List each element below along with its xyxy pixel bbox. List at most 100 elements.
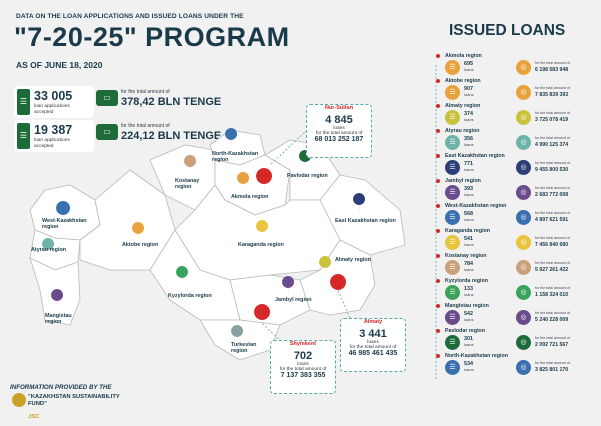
row-amount: 7 835 839 393 xyxy=(535,92,569,98)
callout-amount-label: for the total amount of xyxy=(349,345,397,350)
callout-amount-label: for the total amount of xyxy=(315,131,363,136)
bullet-dot xyxy=(436,354,440,358)
row-amount-label: for the total amount of xyxy=(535,161,570,165)
row-amount-label: for the total amount of xyxy=(535,336,570,340)
money-icon: ▭ xyxy=(96,90,118,106)
row-loans-unit: loans xyxy=(464,167,474,172)
issued-loans-row: Aktobe region ☰ 907 loans ◎ for the total amo… xyxy=(436,78,586,102)
row-amount-label: for the total amount of xyxy=(535,111,570,115)
coins-icon: ◎ xyxy=(516,285,531,300)
row-region-name: Kyzylorda region xyxy=(445,278,488,284)
callout-amount: 46 985 461 435 xyxy=(348,350,398,357)
region-label-karaganda: Karaganda region xyxy=(238,242,284,248)
map-pin-icon xyxy=(51,289,64,310)
row-amount-label: for the total amount of xyxy=(535,61,570,65)
document-icon: ☰ xyxy=(445,60,460,75)
bullet-dot xyxy=(436,54,440,58)
footer-info: INFORMATION PROVIDED BY THE xyxy=(10,384,112,391)
issued-label: loan applications accepted xyxy=(34,138,70,149)
map-pin-icon xyxy=(176,266,189,287)
region-label-west-kazakhstan: West-Kazakhstan region xyxy=(42,218,87,230)
row-loans-count: 393 xyxy=(464,186,473,192)
row-region-name: Mangistau region xyxy=(445,303,489,309)
map-pin-icon xyxy=(132,222,145,243)
row-loans-unit: loans xyxy=(464,142,474,147)
row-amount: 2 092 721 567 xyxy=(535,342,569,348)
row-loans-count: 541 xyxy=(464,236,473,242)
coins-icon: ◎ xyxy=(516,310,531,325)
callout-number: 702 xyxy=(293,350,313,362)
row-amount-label: for the total amount of xyxy=(535,236,570,240)
issued-amount: 224,12 BLN TENGE xyxy=(121,130,222,142)
row-loans-unit: loans xyxy=(464,342,474,347)
bullet-dot xyxy=(436,279,440,283)
region-label-atyrau: Atyrau region xyxy=(31,247,67,253)
row-amount-label: for the total amount of xyxy=(535,286,570,290)
region-label-almaty: Almaty region xyxy=(335,257,371,263)
region-label-north-kazakhstan: North-Kazakhstan region xyxy=(212,151,259,163)
row-amount: 3 825 801 170 xyxy=(535,367,569,373)
callout-amount: 7 137 383 355 xyxy=(280,372,326,379)
region-label-jambyl: Jambyl region xyxy=(275,297,312,303)
callout-nur-sultan: Nur-Sultan 4 845 loans for the total amo… xyxy=(306,104,372,158)
region-label-turkestan: Turkestan region xyxy=(231,342,257,354)
money-icon: ▭ xyxy=(96,124,118,140)
callout-amount-label: for the total amount of xyxy=(279,367,327,372)
issued-loans-row: Karaganda region ☰ 541 loans ◎ for the total … xyxy=(436,228,586,252)
map-pin-icon xyxy=(42,238,55,259)
row-amount-label: for the total amount of xyxy=(535,361,570,365)
region-label-akmola: Akmola region xyxy=(231,194,269,200)
region-label-mangistau: Mangistau region xyxy=(45,313,72,325)
issued-loans-row: North-Kazakhstan region ☰ 534 loans ◎ for the… xyxy=(436,353,586,377)
row-amount: 5 240 228 009 xyxy=(535,317,569,323)
row-amount-label: for the total amount of xyxy=(535,186,570,190)
row-loans-count: 301 xyxy=(464,336,473,342)
row-loans-count: 534 xyxy=(464,361,473,367)
row-loans-unit: loans xyxy=(464,92,474,97)
document-icon: ☰ xyxy=(445,260,460,275)
map-pin-icon xyxy=(256,168,273,196)
row-loans-count: 695 xyxy=(464,61,473,67)
row-loans-unit: loans xyxy=(464,292,474,297)
row-loans-unit: loans xyxy=(464,217,474,222)
document-icon: ☰ xyxy=(445,360,460,375)
region-shape-aktobe xyxy=(79,169,176,271)
coins-icon: ◎ xyxy=(516,335,531,350)
row-loans-count: 542 xyxy=(464,311,473,317)
document-icon: ☰ xyxy=(445,110,460,125)
callout-number: 4 845 xyxy=(325,114,353,126)
row-loans-count: 784 xyxy=(464,261,473,267)
issued-loans-row: Akmola region ☰ 695 loans ◎ for the total amo… xyxy=(436,53,586,77)
map-pin-icon xyxy=(254,304,271,332)
row-amount-label: for the total amount of xyxy=(535,211,570,215)
map-pin-icon xyxy=(56,201,71,225)
row-region-name: Pavlodar region xyxy=(445,328,486,334)
document-icon: ☰ xyxy=(17,89,30,115)
coins-icon: ◎ xyxy=(516,60,531,75)
row-amount: 9 455 800 530 xyxy=(535,167,569,173)
row-loans-unit: loans xyxy=(464,267,474,272)
issued-loans-row: Mangistau region ☰ 542 loans ◎ for the total … xyxy=(436,303,586,327)
coins-icon: ◎ xyxy=(516,110,531,125)
header-subtitle: DATA ON THE LOAN APPLICATIONS AND ISSUED… xyxy=(16,13,244,20)
issued-amount-label: for the total amount of xyxy=(121,123,170,129)
row-loans-unit: loans xyxy=(464,67,474,72)
bullet-dot xyxy=(436,304,440,308)
document-icon: ☰ xyxy=(445,185,460,200)
map-pin-icon xyxy=(319,256,332,277)
applications-amount: 378,42 BLN TENGE xyxy=(121,96,222,108)
map-pin-icon xyxy=(256,220,269,241)
document-icon: ☰ xyxy=(445,235,460,250)
row-loans-unit: loans xyxy=(464,117,474,122)
coins-icon: ◎ xyxy=(516,185,531,200)
bullet-dot xyxy=(436,129,440,133)
document-icon: ☰ xyxy=(445,335,460,350)
coins-icon: ◎ xyxy=(516,135,531,150)
callout-tag: Nur-Sultan xyxy=(324,105,354,111)
page-title: "7-20-25" PROGRAM xyxy=(14,22,290,52)
row-loans-unit: loans xyxy=(464,192,474,197)
map-pins xyxy=(42,128,366,346)
row-loans-unit: loans xyxy=(464,242,474,247)
issued-loans-row: Atyrau region ☰ 356 loans ◎ for the total amo… xyxy=(436,128,586,152)
row-amount-label: for the total amount of xyxy=(535,136,570,140)
